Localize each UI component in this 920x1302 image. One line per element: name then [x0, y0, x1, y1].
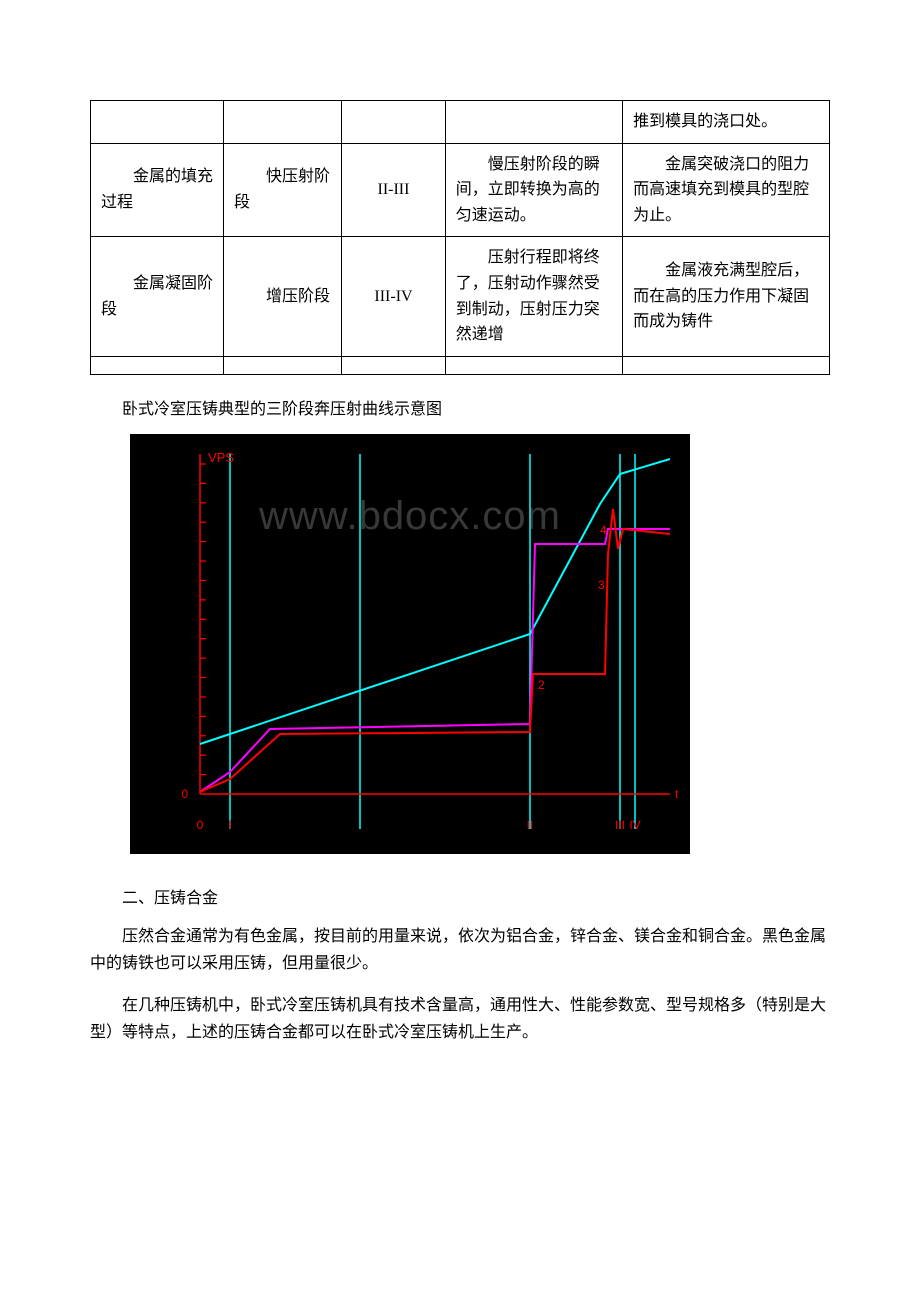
- chart-container: VPS23400IIIIIIIVt www.bdocx.com: [130, 434, 830, 854]
- cell: [445, 101, 622, 144]
- section-title: 二、压铸合金: [90, 884, 830, 908]
- svg-text:I: I: [228, 818, 231, 832]
- cell: [342, 101, 445, 144]
- chart-svg: VPS23400IIIIIIIVt: [130, 434, 690, 854]
- table-row-empty: [91, 356, 830, 374]
- svg-text:II: II: [527, 818, 534, 832]
- paragraph: 在几种压铸机中，卧式冷室压铸机具有技术含量高，通用性大、性能参数宽、型号规格多（…: [90, 992, 830, 1046]
- cell: 压射行程即将终了，压射动作骤然受到制动，压射压力突然递增: [445, 237, 622, 356]
- cell: 金属液充满型腔后，而在高的压力作用下凝固而成为铸件: [623, 237, 830, 356]
- cell: II-III: [342, 143, 445, 237]
- cell: 增压阶段: [224, 237, 342, 356]
- stage-table: 推到模具的浇口处。 金属的填充过程 快压射阶段 II-III 慢压射阶段的瞬间，…: [90, 100, 830, 375]
- table-row: 推到模具的浇口处。: [91, 101, 830, 144]
- cell: 金属凝固阶段: [91, 237, 224, 356]
- table-row: 金属的填充过程 快压射阶段 II-III 慢压射阶段的瞬间，立即转换为高的匀速运…: [91, 143, 830, 237]
- svg-text:III: III: [615, 818, 625, 832]
- svg-text:IV: IV: [629, 818, 640, 832]
- cell: 慢压射阶段的瞬间，立即转换为高的匀速运动。: [445, 143, 622, 237]
- cell: 推到模具的浇口处。: [623, 101, 830, 144]
- cell: III-IV: [342, 237, 445, 356]
- injection-curve-chart: VPS23400IIIIIIIVt www.bdocx.com: [130, 434, 690, 854]
- cell: [91, 101, 224, 144]
- svg-text:t: t: [675, 787, 679, 801]
- svg-text:2: 2: [538, 678, 545, 692]
- svg-text:0: 0: [181, 787, 188, 801]
- paragraph: 压然合金通常为有色金属，按目前的用量来说，依次为铝合金，锌合金、镁合金和铜合金。…: [90, 923, 830, 977]
- cell: 快压射阶段: [224, 143, 342, 237]
- svg-text:0: 0: [197, 818, 204, 832]
- cell: 金属突破浇口的阻力而高速填充到模具的型腔为止。: [623, 143, 830, 237]
- table-row: 金属凝固阶段 增压阶段 III-IV 压射行程即将终了，压射动作骤然受到制动，压…: [91, 237, 830, 356]
- svg-text:VPS: VPS: [208, 450, 234, 465]
- svg-text:3: 3: [598, 578, 605, 592]
- chart-caption: 卧式冷室压铸典型的三阶段奔压射曲线示意图: [90, 395, 830, 419]
- cell: [224, 101, 342, 144]
- svg-text:4: 4: [600, 523, 607, 537]
- cell: 金属的填充过程: [91, 143, 224, 237]
